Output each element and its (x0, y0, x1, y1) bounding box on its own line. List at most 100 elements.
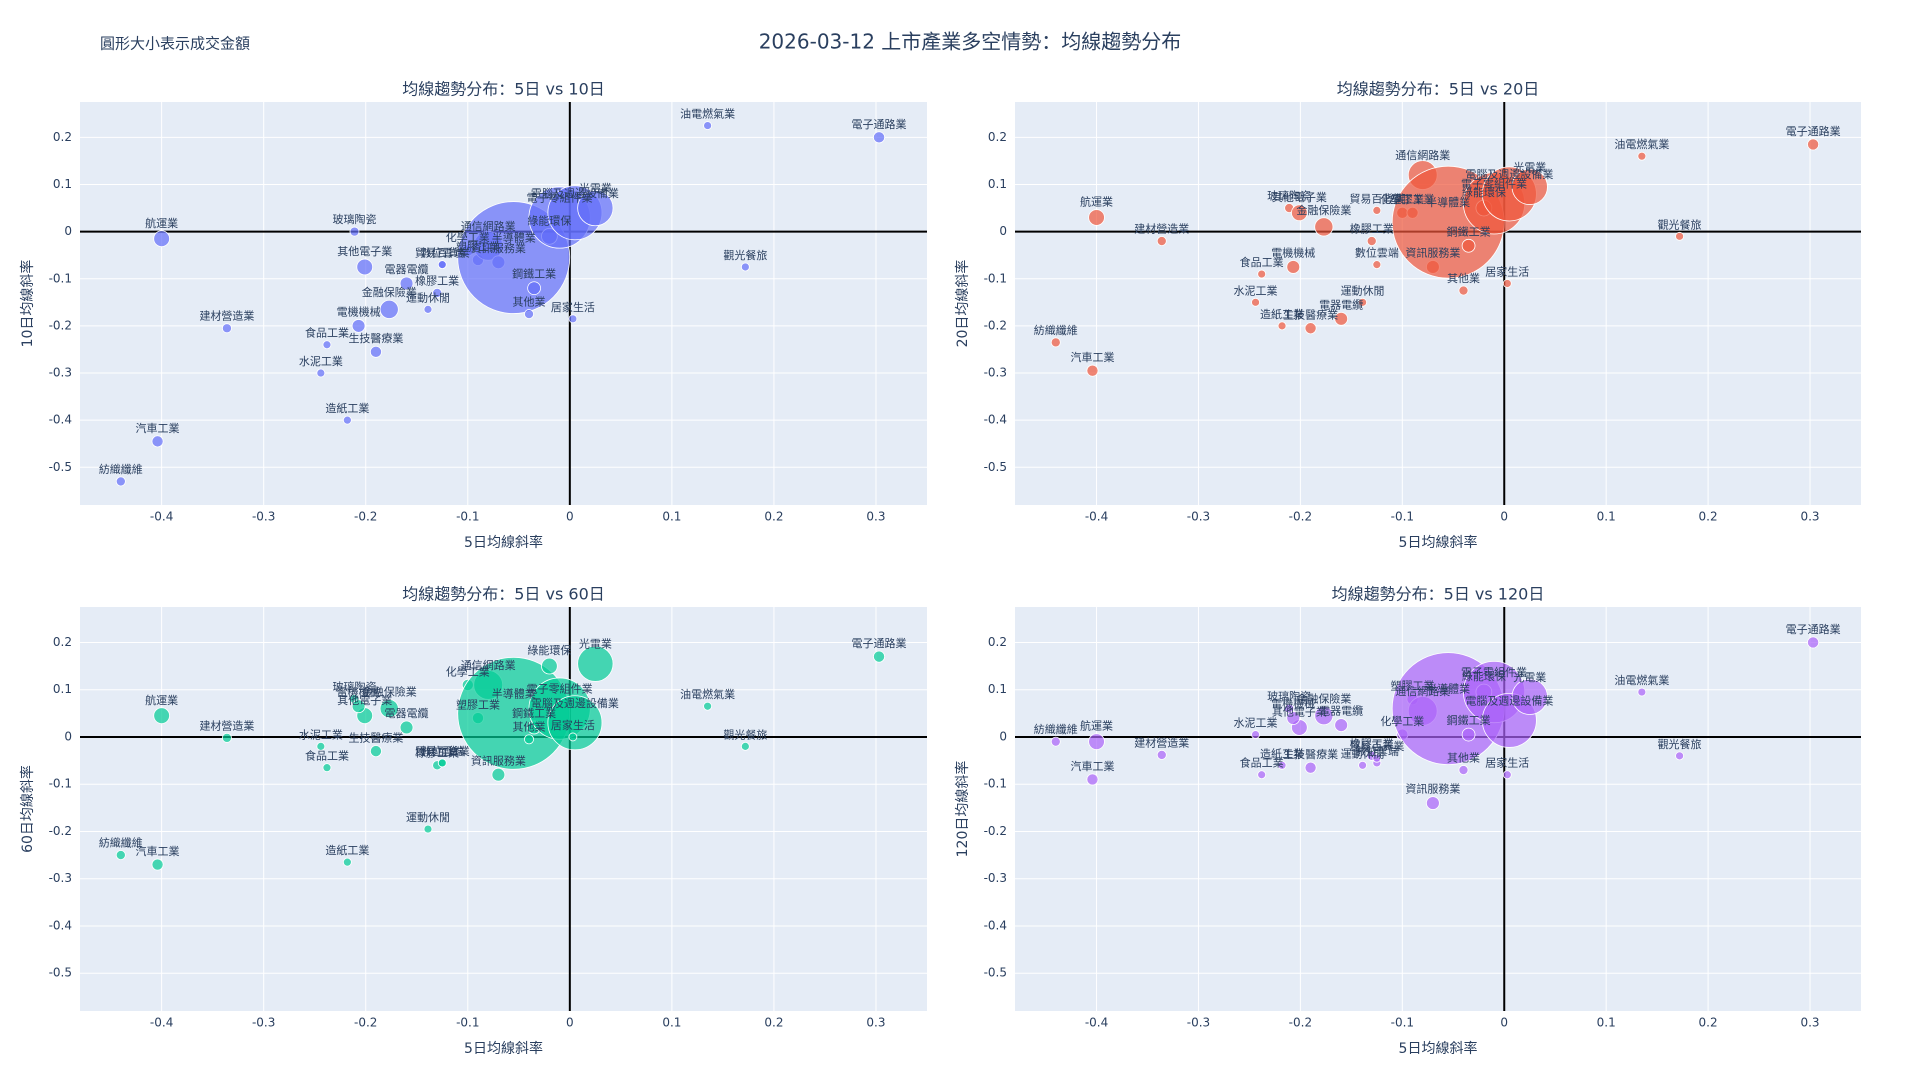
x-tick-label: -0.1 (456, 1016, 479, 1030)
point-label: 食品工業 (305, 326, 349, 340)
y-tick-label: 0.2 (988, 130, 1007, 144)
x-tick-label: -0.2 (354, 510, 377, 524)
bubble (151, 858, 164, 871)
y-tick-label: -0.1 (984, 777, 1007, 791)
bubble (1511, 678, 1548, 715)
bubble (1637, 687, 1647, 697)
bubble (1277, 760, 1287, 770)
bubble (1304, 322, 1317, 335)
bubble (1502, 279, 1512, 288)
point-label: 綠能環保 (527, 643, 571, 657)
point-label: 貿易百貨業 (1349, 191, 1404, 205)
bubble (342, 415, 352, 425)
point-label: 觀光餐旅 (1658, 737, 1702, 751)
y-tick-label: 0.2 (53, 635, 72, 649)
point-label: 運動休閒 (1341, 283, 1385, 297)
point-label: 電腦及週邊設備業 (531, 696, 619, 710)
bubble (541, 657, 558, 675)
y-tick-label: -0.4 (49, 413, 72, 427)
y-tick-label: -0.2 (49, 824, 72, 838)
point-label: 化學工業 (1380, 714, 1424, 728)
y-tick-label: -0.3 (49, 366, 72, 380)
x-tick-label: -0.2 (354, 1016, 377, 1030)
bubble (1086, 773, 1099, 786)
bubble (1277, 321, 1287, 331)
point-label: 塑膠工業 (1391, 192, 1435, 206)
y-tick-label: -0.1 (49, 271, 72, 285)
bubble (1086, 364, 1099, 377)
y-tick-label: -0.4 (984, 413, 1007, 427)
point-label: 鋼鐵工業 (1447, 713, 1491, 727)
bubble (1291, 204, 1308, 222)
x-tick-label: 0.1 (662, 1016, 681, 1030)
point-label: 居家生活 (551, 300, 595, 314)
bubble (351, 699, 366, 714)
point-label: 鋼鐵工業 (1447, 224, 1491, 238)
point-label: 建材營造業 (199, 309, 254, 323)
y-tick-label: -0.5 (49, 460, 72, 474)
x-tick-label: -0.1 (1391, 510, 1414, 524)
point-label: 貿易百貨業 (415, 744, 470, 758)
point-label: 其他電子業 (1272, 191, 1327, 204)
bubble (115, 476, 126, 487)
subplot-title: 均線趨勢分布：5日 vs 10日 (402, 80, 605, 99)
point-label: 電器電纜 (385, 262, 429, 276)
x-axis-label: 5日均線斜率 (1399, 534, 1478, 551)
point-label: 電腦及週邊設備業 (1465, 167, 1553, 181)
x-tick-label: -0.3 (1187, 1016, 1210, 1030)
point-label: 觀光餐旅 (1658, 217, 1702, 231)
bubble (1156, 749, 1167, 760)
point-label: 電子零組件業 (1461, 666, 1527, 679)
bubble (873, 131, 886, 144)
y-tick-label: 0.1 (53, 682, 72, 696)
y-tick-label: 0 (999, 729, 1007, 743)
y-tick-label: 0.1 (988, 177, 1007, 191)
bubble (1461, 727, 1476, 742)
y-axis-label: 10日均線斜率 (19, 260, 36, 348)
bubble (1461, 238, 1476, 253)
bubble (423, 824, 433, 834)
bubble (342, 857, 352, 867)
bubble (524, 309, 534, 320)
x-axis-label: 5日均線斜率 (464, 534, 543, 551)
point-label: 油電燃氣業 (1614, 673, 1669, 687)
point-label: 玻璃陶瓷 (1267, 689, 1311, 703)
bubble (1675, 751, 1684, 761)
bubble (369, 745, 382, 758)
y-tick-label: -0.2 (984, 318, 1007, 332)
point-label: 化學工業 (446, 230, 490, 244)
subplot-title: 均線趨勢分布：5日 vs 120日 (1332, 585, 1545, 604)
y-tick-label: -0.5 (49, 966, 72, 980)
bubble (1807, 138, 1820, 151)
bubble (1637, 151, 1647, 161)
point-label: 油電燃氣業 (680, 107, 735, 121)
point-label: 汽車工業 (1070, 350, 1114, 364)
bubble (547, 695, 603, 751)
point-label: 半導體業 (492, 231, 536, 245)
bubble (437, 758, 447, 768)
bubble (1372, 260, 1382, 270)
point-label: 電機機械 (1271, 246, 1315, 260)
bubble (221, 323, 232, 334)
y-axis-label: 20日均線斜率 (954, 260, 971, 348)
y-tick-label: -0.3 (984, 871, 1007, 885)
x-tick-label: 0.2 (764, 1016, 783, 1030)
point-label: 電器電纜 (1319, 297, 1363, 311)
point-label: 光電業 (1513, 160, 1546, 174)
point-label: 金融保險業 (1296, 692, 1351, 706)
point-label: 玻璃陶瓷 (333, 680, 377, 694)
bubble (1675, 231, 1684, 241)
bubble (1372, 206, 1382, 215)
point-label: 電子通路業 (852, 637, 907, 650)
bubble (151, 435, 164, 448)
x-tick-label: 0 (1500, 510, 1508, 524)
point-label: 化學工業 (446, 664, 490, 678)
point-label: 食品工業 (305, 749, 349, 763)
point-label: 金融保險業 (1296, 203, 1351, 217)
subplot-title: 均線趨勢分布：5日 vs 60日 (402, 585, 605, 604)
bubble (349, 226, 360, 237)
y-tick-label: -0.1 (49, 777, 72, 791)
point-label: 塑膠工業 (1391, 679, 1435, 693)
point-label: 其他電子業 (337, 694, 392, 707)
